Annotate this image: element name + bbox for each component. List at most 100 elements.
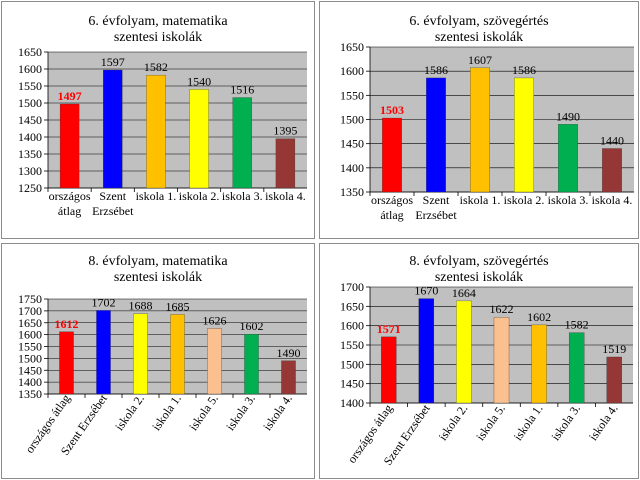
- bar: [232, 97, 252, 189]
- bar: [103, 69, 123, 189]
- chart-6-reading: 1350 1400 1450 1500 1550 1600 1650 1503 országos…: [340, 40, 634, 222]
- data-label: 1571: [377, 322, 401, 336]
- y-tick-label: 1600: [340, 64, 364, 78]
- data-label: 1688: [129, 299, 153, 313]
- chart-panel-6-math: 6. évfolyam, matematika szentesi iskolák…: [1, 1, 315, 239]
- chart-panel-6-reading: 6. évfolyam, szövegértés szentesi iskolá…: [319, 1, 639, 239]
- category-label: iskola 3.: [548, 402, 583, 443]
- y-tick-label: 1550: [340, 338, 364, 352]
- data-label: 1664: [452, 286, 476, 300]
- category-label: iskola 1.: [136, 189, 177, 203]
- category-label: iskola 5.: [186, 392, 221, 433]
- y-tick-label: 1450: [340, 377, 364, 391]
- category-label: iskola 5.: [473, 402, 508, 443]
- category-label: iskola 3.: [222, 189, 263, 203]
- bar: [606, 356, 622, 404]
- data-label: 1503: [380, 103, 404, 117]
- y-tick-label: 1650: [18, 316, 42, 330]
- bar: [470, 67, 490, 193]
- chart-panel-8-math: 8. évfolyam, matematika szentesi iskolák…: [1, 243, 315, 479]
- bar: [381, 336, 397, 404]
- category-label: iskola 1.: [460, 193, 501, 207]
- y-tick-label: 1700: [18, 304, 42, 318]
- data-label: 1607: [468, 53, 492, 67]
- category-label: átlag: [58, 204, 81, 218]
- data-label: 1395: [273, 124, 297, 138]
- bar: [96, 310, 111, 395]
- chart-title: 6. évfolyam, szövegértés: [409, 14, 549, 29]
- bar: [207, 328, 222, 395]
- bar: [426, 77, 446, 193]
- category-label: iskola 4.: [260, 392, 295, 433]
- y-tick-label: 1500: [18, 351, 42, 365]
- data-label: 1582: [144, 60, 168, 74]
- y-tick-label: 1650: [340, 40, 364, 54]
- y-tick-label: 1700: [340, 280, 364, 294]
- category-label: iskola 2.: [504, 193, 545, 207]
- y-tick-label: 1650: [18, 45, 42, 59]
- category-label: iskola 2.: [179, 189, 220, 203]
- bar: [493, 317, 510, 404]
- category-label: iskola 4.: [265, 189, 306, 203]
- y-tick-label: 1450: [18, 363, 42, 377]
- y-tick-label: 1250: [18, 181, 42, 195]
- y-tick-label: 1550: [18, 79, 42, 93]
- chart-title: 8. évfolyam, szövegértés: [409, 254, 549, 269]
- chart-subtitle: szentesi iskolák: [434, 30, 524, 45]
- data-label: 1622: [490, 302, 514, 316]
- data-label: 1440: [600, 134, 624, 148]
- category-label: iskola 3.: [548, 193, 589, 207]
- bar: [244, 334, 259, 395]
- data-label: 1490: [277, 346, 301, 360]
- chart-title: 8. évfolyam, matematika: [88, 254, 228, 269]
- bar: [59, 331, 74, 395]
- data-label: 1670: [414, 284, 438, 298]
- category-label: iskola 2.: [112, 392, 147, 433]
- bar: [189, 89, 209, 189]
- chart-subtitle: szentesi iskolák: [434, 270, 524, 285]
- chart-8-reading: 14001450150015501600165017001571országos…: [340, 280, 633, 468]
- y-tick-label: 1350: [18, 387, 42, 401]
- y-tick-label: 1450: [340, 137, 364, 151]
- bar: [281, 360, 296, 395]
- bar: [382, 117, 402, 193]
- bar: [568, 332, 585, 404]
- data-label: 1519: [602, 342, 626, 356]
- y-tick-label: 1650: [340, 299, 364, 313]
- data-label: 1497: [58, 89, 82, 103]
- data-label: 1586: [512, 63, 536, 77]
- category-label: iskola 3.: [223, 392, 258, 433]
- data-label: 1626: [203, 313, 227, 327]
- category-label: iskola 4.: [586, 402, 621, 443]
- y-tick-label: 1400: [18, 375, 42, 389]
- y-tick-label: 1400: [340, 396, 364, 410]
- y-tick-label: 1350: [340, 185, 364, 199]
- chart-subtitle: szentesi iskolák: [113, 30, 203, 45]
- bar: [59, 103, 80, 189]
- bar: [514, 77, 534, 193]
- y-tick-label: 1600: [18, 328, 42, 342]
- y-tick-label: 1500: [340, 357, 364, 371]
- category-label: Erzsébet: [415, 208, 457, 222]
- chart-title: 6. évfolyam, matematika: [88, 14, 228, 29]
- y-tick-label: 1600: [18, 62, 42, 76]
- category-label: iskola 2.: [436, 402, 471, 443]
- category-label: iskola 1.: [149, 392, 184, 433]
- data-label: 1586: [424, 63, 448, 77]
- y-tick-label: 1350: [18, 147, 42, 161]
- category-label: országos: [371, 193, 413, 207]
- y-tick-label: 1500: [340, 113, 364, 127]
- chart-panel-8-reading: 8. évfolyam, szövegértés szentesi iskolá…: [319, 243, 639, 479]
- bar: [133, 313, 148, 395]
- data-label: 1612: [55, 317, 79, 331]
- category-label: átlag: [380, 208, 403, 222]
- y-tick-label: 1300: [18, 164, 42, 178]
- chart-subtitle: szentesi iskolák: [113, 270, 203, 285]
- data-label: 1602: [527, 310, 551, 324]
- y-tick-label: 1500: [18, 96, 42, 110]
- data-label: 1490: [556, 109, 580, 123]
- data-label: 1602: [240, 319, 264, 333]
- bar: [146, 74, 166, 189]
- y-tick-label: 1400: [18, 130, 42, 144]
